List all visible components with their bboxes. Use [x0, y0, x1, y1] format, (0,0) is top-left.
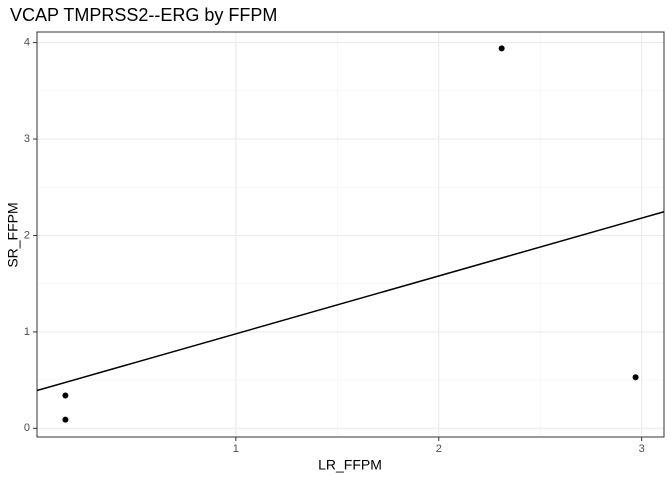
fit-line [36, 211, 665, 392]
x-axis-label: LR_FFPM [318, 457, 382, 473]
plot-border [36, 31, 665, 438]
y-axis-label: SR_FFPM [5, 202, 21, 267]
x-tick-label: 1 [233, 443, 239, 455]
y-tick-label: 0 [24, 422, 30, 434]
y-tick-label: 4 [24, 37, 30, 49]
point [62, 416, 69, 423]
y-tick-label: 2 [24, 229, 30, 241]
x-tick-label: 3 [639, 443, 645, 455]
chart-title: VCAP TMPRSS2--ERG by FFPM [10, 5, 277, 25]
y-tick-label: 3 [24, 133, 30, 145]
point [632, 374, 639, 381]
x-tick-label: 2 [436, 443, 442, 455]
point [62, 392, 69, 399]
y-tick-label: 1 [24, 326, 30, 338]
point [498, 45, 505, 52]
